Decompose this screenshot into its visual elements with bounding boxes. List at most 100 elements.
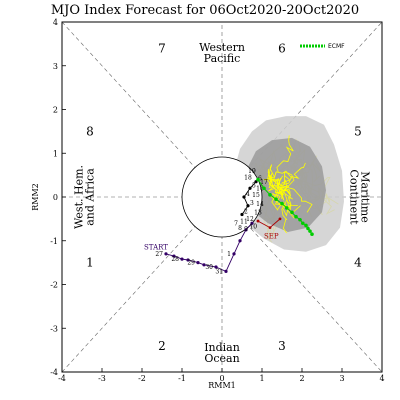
phase-label: 1 (86, 256, 94, 270)
observed-point-label: 29 (187, 260, 195, 267)
oct-point (242, 195, 246, 199)
date-label: 12 (246, 216, 254, 223)
x-tick-label: -4 (58, 374, 66, 383)
x-tick-label: 4 (379, 374, 384, 383)
observed-point (202, 263, 206, 267)
y-tick-label: 0 (53, 193, 58, 202)
y-axis: -4 -3 -2 -1 0 1 2 3 4 (50, 18, 66, 377)
phase-label: 2 (158, 339, 166, 353)
ensemble-mean-point (290, 210, 294, 215)
ensemble-mean-point (304, 223, 308, 228)
date-label: 9 (244, 226, 248, 233)
date-label: 11 (240, 218, 248, 225)
phase-label: 6 (278, 41, 286, 55)
y-tick-label: 3 (53, 62, 58, 71)
date-label: 16 (256, 185, 264, 192)
oct-point (246, 204, 250, 208)
observed-point-label: 30 (205, 264, 213, 271)
x-tick-label: 1 (259, 374, 264, 383)
ensemble-mean-point (274, 197, 278, 201)
date-label: 14 (256, 201, 264, 208)
x-tick-label: -3 (98, 374, 106, 383)
sep-point (268, 226, 272, 230)
sep-point (256, 219, 260, 223)
ensemble-track (274, 177, 292, 196)
oct-point-label: 4 (246, 191, 250, 198)
forecast-shading (234, 116, 344, 252)
ensemble-mean-point (298, 217, 302, 222)
region-label-west-hem-africa: West. Hem.and Africa (73, 165, 97, 229)
oct-point-label: 5 (252, 182, 256, 189)
ensemble-mean-point (280, 201, 284, 206)
date-label: 8 (238, 225, 242, 232)
y-tick-label: 1 (53, 149, 58, 158)
y-tick-label: -1 (50, 237, 58, 246)
y-tick-label: 2 (53, 106, 58, 115)
oct-point (248, 186, 252, 190)
chart-title: MJO Index Forecast for 06Oct2020-20Oct20… (51, 3, 359, 18)
phase-label: 7 (158, 41, 166, 55)
oct-point-label: 3 (250, 200, 254, 207)
phase-label: 3 (278, 339, 286, 353)
phase-label: 8 (86, 124, 94, 138)
x-axis: -4 -3 -2 -1 0 1 2 3 4 (58, 368, 385, 383)
ensemble-mean-point (301, 221, 305, 226)
oct-point-label: 6 (258, 176, 262, 183)
observed-point (172, 254, 176, 258)
ensemble-track (283, 162, 306, 185)
ensemble-track (272, 175, 291, 192)
date-label: 7 (234, 220, 238, 227)
observed-point (224, 269, 228, 273)
phase-label: 4 (354, 256, 362, 270)
ensemble-track (276, 135, 294, 173)
region-label-line: Western (199, 41, 245, 54)
ensemble-mean-point (306, 226, 310, 231)
ensemble-mean-point (285, 206, 289, 210)
observed-point-label: 31 (215, 268, 223, 275)
observed-point (186, 258, 190, 262)
observed-point (196, 261, 200, 265)
y-tick-label: 4 (53, 18, 58, 27)
y-axis-label: RMM2 (31, 183, 40, 211)
y-tick-label: -2 (50, 281, 58, 290)
phase-label: 5 (354, 124, 362, 138)
observed-point (214, 265, 218, 269)
ensemble-track (268, 178, 287, 199)
date-label: 18 (244, 175, 252, 182)
unit-circle (181, 156, 263, 238)
ensemble-mean (256, 177, 314, 236)
date-label: 19 (248, 168, 256, 175)
ensemble-mean-point (262, 186, 266, 191)
date-label: 13 (254, 210, 262, 217)
x-tick-label: 0 (219, 374, 224, 383)
date-label: 10 (249, 224, 257, 231)
oct-point-label: 2 (244, 209, 248, 216)
region-label-line: Continent (348, 169, 361, 225)
sep-point (278, 217, 282, 221)
observed-point (232, 252, 236, 256)
observed-point (250, 221, 254, 225)
diagonal-guide (61, 21, 383, 373)
date-label: 17 (260, 179, 268, 186)
ensemble-track (268, 174, 281, 192)
region-label-line: Pacific (204, 52, 241, 65)
region-label-line: and Africa (84, 168, 97, 226)
observed-point (238, 239, 242, 243)
y-tick-label: -3 (50, 324, 58, 333)
observed-point-label: 27 (155, 251, 163, 258)
oct-point (254, 180, 258, 184)
region-label-line: West. Hem. (73, 165, 86, 229)
sep-annotation: SEP (264, 233, 279, 241)
ensemble-mean-point (268, 193, 272, 197)
diagonal-guide (61, 21, 383, 373)
legend: ECMF (300, 43, 345, 50)
ensemble-mean-point (310, 232, 314, 236)
